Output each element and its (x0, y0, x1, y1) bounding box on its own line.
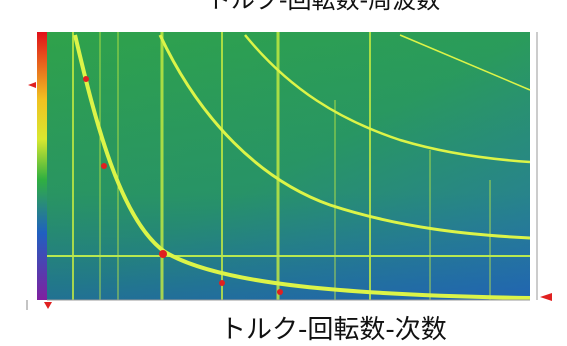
markers (28, 76, 552, 309)
colorbar (37, 32, 47, 300)
caption: トルク-回転数-次数 (220, 315, 447, 345)
title: トルク-回転数-周波数 (206, 0, 441, 14)
order-curves (73, 34, 531, 300)
page: {"header": {"title": "トルク-回転数-周波数"}, "ca… (26, 0, 552, 345)
spectrogram (26, 32, 552, 310)
plot-shade (47, 32, 530, 300)
